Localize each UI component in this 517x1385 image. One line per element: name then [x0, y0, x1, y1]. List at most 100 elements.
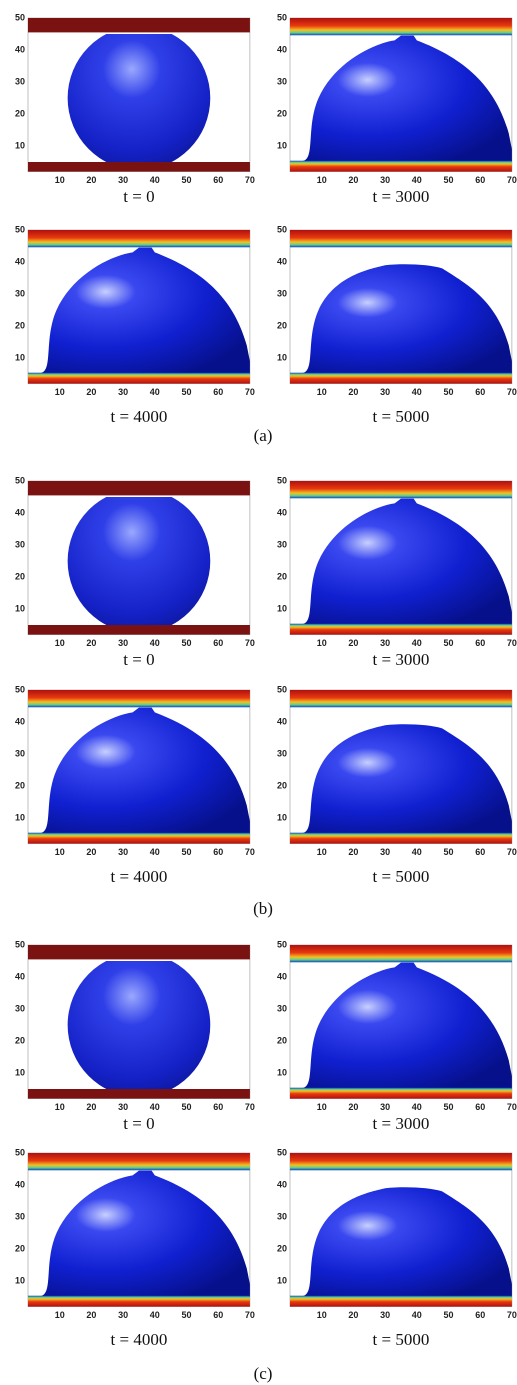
y-tick-label: 40 — [277, 507, 287, 517]
x-tick-label: 50 — [181, 175, 191, 185]
y-tick-label: 40 — [15, 507, 25, 517]
y-tick-label: 30 — [277, 748, 287, 758]
x-tick-label: 40 — [412, 1102, 422, 1112]
x-tick-label: 10 — [55, 175, 65, 185]
top-plate — [28, 945, 250, 959]
x-tick-label: 70 — [507, 638, 517, 648]
x-tick-label: 20 — [86, 175, 96, 185]
x-tick-label: 20 — [86, 387, 96, 397]
x-tick-label: 30 — [118, 175, 128, 185]
x-tick-label: 20 — [86, 847, 96, 857]
y-tick-label: 20 — [277, 108, 287, 118]
y-tick-label: 40 — [277, 716, 287, 726]
top-plate — [290, 690, 512, 707]
x-tick-label: 40 — [412, 847, 422, 857]
x-tick-label: 60 — [475, 1310, 485, 1320]
x-tick-label: 10 — [55, 847, 65, 857]
y-tick-label: 10 — [15, 352, 25, 362]
y-tick-label: 50 — [15, 12, 25, 22]
x-tick-label: 20 — [348, 175, 358, 185]
x-tick-label: 60 — [213, 175, 223, 185]
y-tick-label: 20 — [15, 571, 25, 581]
x-tick-label: 40 — [150, 387, 160, 397]
panel-caption: t = 4000 — [111, 867, 168, 886]
y-tick-label: 30 — [15, 539, 25, 549]
bottom-plate — [290, 1088, 512, 1099]
x-tick-label: 50 — [181, 1102, 191, 1112]
panel-caption: t = 5000 — [373, 867, 430, 886]
bottom-plate — [28, 162, 250, 172]
bottom-plate — [290, 161, 512, 172]
y-tick-label: 30 — [15, 1003, 25, 1013]
x-tick-label: 10 — [55, 1310, 65, 1320]
x-tick-label: 50 — [181, 847, 191, 857]
top-plate — [28, 690, 250, 707]
x-tick-label: 20 — [86, 1310, 96, 1320]
y-tick-label: 10 — [15, 1067, 25, 1077]
panel: 102030405010203040506070t = 0 — [15, 475, 255, 669]
y-tick-label: 50 — [277, 939, 287, 949]
x-tick-label: 20 — [348, 847, 358, 857]
panel-caption: t = 4000 — [111, 1330, 168, 1349]
bottom-plate — [28, 1296, 250, 1307]
y-tick-label: 50 — [15, 684, 25, 694]
top-plate — [28, 481, 250, 495]
x-tick-label: 30 — [380, 1310, 390, 1320]
x-tick-label: 30 — [118, 847, 128, 857]
x-tick-label: 30 — [380, 387, 390, 397]
y-tick-label: 20 — [277, 1035, 287, 1045]
y-tick-label: 40 — [15, 1179, 25, 1189]
x-tick-label: 40 — [412, 175, 422, 185]
y-tick-label: 20 — [277, 780, 287, 790]
x-tick-label: 10 — [317, 387, 327, 397]
y-tick-label: 10 — [277, 1067, 287, 1077]
y-tick-label: 30 — [15, 288, 25, 298]
y-tick-label: 10 — [277, 140, 287, 150]
x-tick-label: 30 — [118, 1310, 128, 1320]
panel-caption: t = 5000 — [373, 407, 430, 426]
y-tick-label: 20 — [15, 320, 25, 330]
y-tick-label: 40 — [277, 44, 287, 54]
y-tick-label: 40 — [15, 971, 25, 981]
y-tick-label: 50 — [277, 475, 287, 485]
x-tick-label: 70 — [507, 387, 517, 397]
top-plate — [290, 230, 512, 247]
x-tick-label: 50 — [181, 1310, 191, 1320]
x-tick-label: 60 — [475, 847, 485, 857]
bottom-plate — [290, 624, 512, 635]
droplet — [68, 489, 211, 633]
y-tick-label: 30 — [277, 76, 287, 86]
x-tick-label: 30 — [380, 1102, 390, 1112]
x-tick-label: 30 — [380, 847, 390, 857]
x-tick-label: 50 — [181, 387, 191, 397]
y-tick-label: 30 — [277, 1003, 287, 1013]
x-tick-label: 20 — [348, 638, 358, 648]
x-tick-label: 30 — [118, 387, 128, 397]
y-tick-label: 30 — [277, 539, 287, 549]
droplet — [68, 953, 211, 1097]
x-tick-label: 60 — [475, 638, 485, 648]
panel: 102030405010203040506070t = 3000 — [277, 475, 517, 669]
top-plate — [290, 1153, 512, 1170]
panel-caption: t = 0 — [123, 187, 154, 206]
x-tick-label: 30 — [118, 638, 128, 648]
x-tick-label: 20 — [348, 1310, 358, 1320]
droplet — [68, 26, 211, 170]
x-tick-label: 60 — [475, 1102, 485, 1112]
x-tick-label: 40 — [412, 1310, 422, 1320]
panel-caption: t = 3000 — [373, 1114, 430, 1133]
x-tick-label: 20 — [348, 387, 358, 397]
x-tick-label: 10 — [55, 1102, 65, 1112]
y-tick-label: 40 — [15, 44, 25, 54]
top-plate — [28, 230, 250, 247]
y-tick-label: 30 — [15, 748, 25, 758]
x-tick-label: 60 — [213, 387, 223, 397]
x-tick-label: 20 — [86, 1102, 96, 1112]
y-tick-label: 30 — [277, 1211, 287, 1221]
bottom-plate — [28, 1089, 250, 1099]
panel-caption: t = 4000 — [111, 407, 168, 426]
x-tick-label: 50 — [443, 847, 453, 857]
